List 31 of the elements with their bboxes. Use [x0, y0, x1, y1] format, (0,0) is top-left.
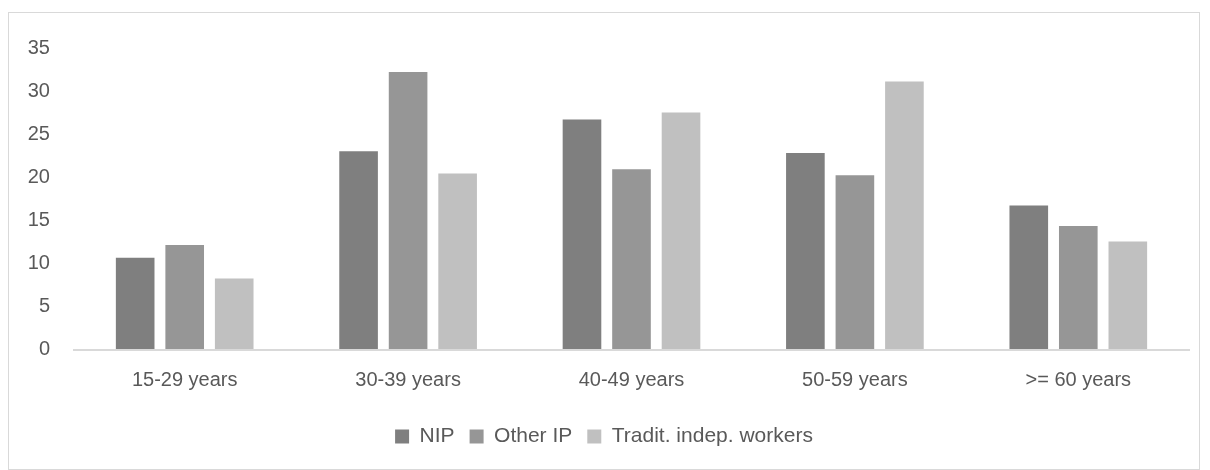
y-tick-label: 30 [27, 78, 50, 101]
bar [885, 81, 924, 349]
bar [1009, 205, 1049, 349]
bar [214, 278, 254, 349]
bar [835, 175, 875, 349]
y-tick-label: 25 [27, 121, 50, 144]
bar [438, 173, 477, 349]
bar [165, 244, 205, 349]
y-tick-label: 5 [38, 293, 50, 316]
legend-label: NIP [419, 423, 455, 447]
y-tick-label: 20 [27, 164, 50, 187]
bar [612, 169, 651, 349]
legend-label: Other IP [494, 423, 573, 447]
bar [1058, 226, 1098, 349]
bar [562, 119, 602, 349]
bar [1108, 241, 1148, 349]
y-tick-label: 35 [27, 35, 50, 58]
y-tick-label: 15 [27, 207, 50, 230]
x-tick-label: 40-49 years [578, 367, 685, 390]
bar [786, 152, 825, 349]
y-tick-label: 0 [38, 336, 50, 359]
x-tick-label: 50-59 years [802, 367, 908, 390]
x-tick-label: >= 60 years [1025, 367, 1132, 390]
legend-label: Tradit. indep. workers [611, 423, 813, 447]
y-tick-label: 10 [27, 250, 50, 273]
bar [661, 112, 701, 349]
bar [388, 72, 428, 349]
bar [339, 151, 378, 349]
bar [115, 257, 155, 349]
x-tick-label: 15-29 years [131, 367, 238, 390]
x-tick-label: 30-39 years [355, 367, 461, 390]
